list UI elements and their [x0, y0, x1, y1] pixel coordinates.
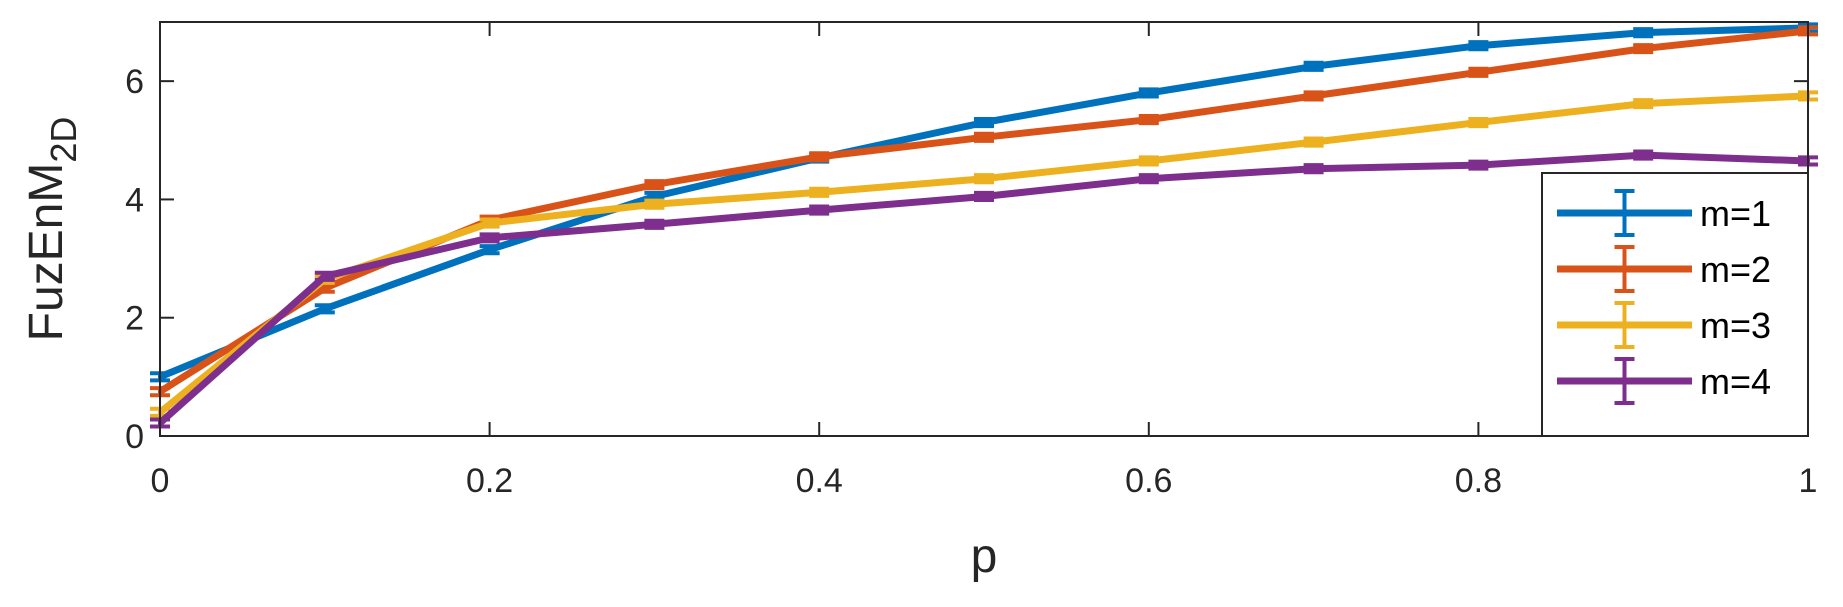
data-point — [1303, 60, 1324, 72]
x-tick-label: 0.2 — [466, 462, 513, 500]
data-point — [1633, 149, 1654, 161]
legend-item: m=3 — [1557, 301, 1771, 349]
y-axis-title-subscript: 2D — [43, 117, 84, 163]
x-tick-label: 0 — [151, 462, 170, 500]
data-point — [479, 217, 500, 229]
series-layer — [150, 22, 1818, 429]
plot-background — [160, 22, 1808, 436]
data-point — [314, 270, 335, 282]
x-tick-label: 0.6 — [1125, 462, 1172, 500]
data-point — [1633, 98, 1654, 110]
legend-label: m=3 — [1700, 305, 1771, 346]
data-point — [1468, 66, 1489, 78]
tick-layer: 0 0.2 0.4 0.6 0.8 1 0 2 4 6 — [125, 22, 1817, 500]
data-point — [644, 198, 665, 210]
data-point — [1633, 27, 1654, 39]
y-tick-label: 2 — [125, 300, 144, 338]
data-point — [1138, 155, 1159, 167]
legend-box — [1541, 172, 1809, 437]
data-point — [809, 204, 830, 216]
data-point — [479, 244, 500, 256]
legend: m=1 m=2 m=3 m=4 — [1541, 172, 1809, 437]
y-axis-title-base: FuzEnM — [20, 163, 73, 342]
data-point — [1303, 163, 1324, 175]
data-point — [1138, 87, 1159, 99]
data-point — [1633, 43, 1654, 55]
data-point — [1138, 173, 1159, 185]
data-point — [1468, 40, 1489, 52]
data-point — [974, 173, 994, 185]
legend-item: m=1 — [1557, 189, 1771, 237]
data-point — [644, 218, 665, 230]
data-point — [974, 131, 994, 143]
data-point — [1468, 116, 1489, 129]
legend-label: m=1 — [1700, 193, 1771, 234]
legend-item: m=4 — [1557, 357, 1771, 405]
x-tick-label: 0.4 — [796, 462, 843, 500]
data-point — [809, 151, 830, 163]
data-point — [1468, 159, 1489, 171]
data-point — [974, 116, 994, 129]
y-axis-title: FuzEnM2D — [20, 117, 84, 342]
legend-label: m=4 — [1700, 361, 1771, 402]
data-point — [974, 190, 994, 203]
legend-item: m=2 — [1557, 245, 1771, 293]
x-axis-title: p — [971, 530, 998, 583]
y-tick-label: 6 — [125, 63, 144, 101]
data-point — [479, 232, 500, 244]
data-point — [1138, 114, 1159, 126]
data-point — [809, 186, 830, 198]
data-point — [1303, 90, 1324, 102]
x-tick-label: 1 — [1799, 462, 1818, 500]
x-tick-label: 0.8 — [1455, 462, 1502, 500]
data-point — [1303, 136, 1324, 148]
legend-label: m=2 — [1700, 249, 1771, 290]
y-tick-label: 4 — [125, 181, 144, 219]
data-point — [644, 179, 665, 191]
data-point — [314, 303, 335, 315]
y-tick-label: 0 — [125, 418, 144, 456]
